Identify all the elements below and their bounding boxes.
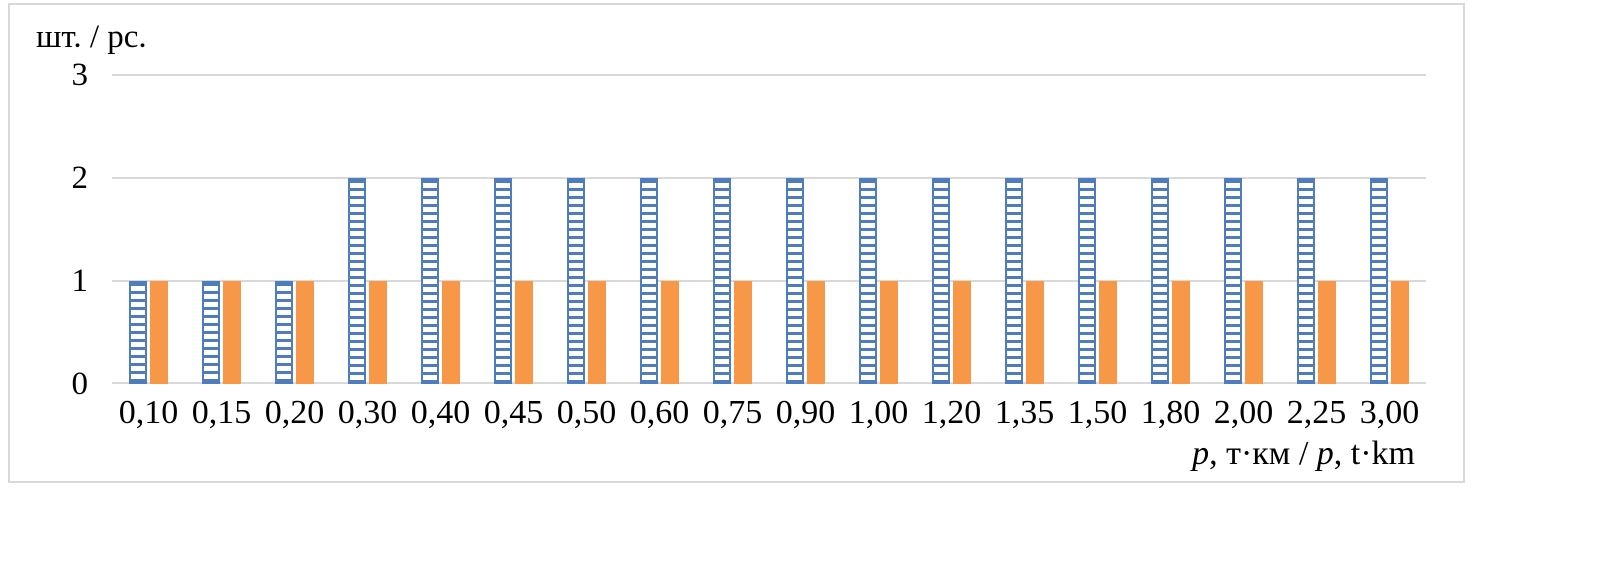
y-tick-label: 2	[71, 160, 89, 196]
x-tick-label: 0,75	[702, 394, 763, 431]
bar-group	[1207, 75, 1280, 384]
bar-striped-blue	[859, 178, 877, 384]
bar-group	[477, 75, 550, 384]
bar-group	[915, 75, 988, 384]
x-axis-title-segment: p	[1316, 435, 1334, 472]
bar-striped-blue	[1005, 178, 1023, 384]
bar-striped-blue	[1224, 178, 1242, 384]
x-tick-label: 0,50	[556, 394, 617, 431]
bar-solid-orange	[1245, 281, 1263, 384]
bar-striped-blue	[713, 178, 731, 384]
x-tick-label: 1,00	[848, 394, 909, 431]
x-tick-label: 0,20	[264, 394, 325, 431]
y-axis-ticks: 0 1 2 3	[10, 5, 89, 481]
y-tick-label: 3	[71, 57, 89, 93]
bar-group	[1280, 75, 1353, 384]
bar-striped-blue	[567, 178, 585, 384]
y-tick-label: 1	[71, 263, 89, 299]
x-axis-title-segment: , t·km	[1333, 435, 1415, 472]
y-tick-label: 0	[71, 366, 89, 402]
bar-group	[1134, 75, 1207, 384]
gridline	[112, 280, 1426, 282]
bar-striped-blue	[202, 281, 220, 384]
bar-striped-blue	[348, 178, 366, 384]
bar-group	[1353, 75, 1426, 384]
bar-solid-orange	[953, 281, 971, 384]
bar-group	[258, 75, 331, 384]
bar-group	[185, 75, 258, 384]
bar-striped-blue	[932, 178, 950, 384]
bar-group	[842, 75, 915, 384]
y-axis-title: шт. / pc.	[36, 19, 147, 55]
x-tick-label: 3,00	[1359, 394, 1420, 431]
x-tick-label: 0,45	[483, 394, 544, 431]
x-tick-label: 0,10	[118, 394, 179, 431]
bar-solid-orange	[807, 281, 825, 384]
bar-striped-blue	[421, 178, 439, 384]
x-axis-title-segment: , т·км /	[1209, 435, 1317, 472]
x-tick-label: 1,20	[921, 394, 982, 431]
bar-group	[1061, 75, 1134, 384]
bar-solid-orange	[442, 281, 460, 384]
bar-group	[331, 75, 404, 384]
bar-striped-blue	[1078, 178, 1096, 384]
bar-striped-blue	[786, 178, 804, 384]
gridline	[112, 74, 1426, 76]
bar-striped-blue	[1151, 178, 1169, 384]
x-tick-label: 2,00	[1213, 394, 1274, 431]
x-axis-ticks: 0,10 0,15 0,20 0,30 0,40 0,45 0,50 0,60 0,75 0,90…	[112, 392, 1426, 434]
bar-group	[623, 75, 696, 384]
bar-solid-orange	[223, 281, 241, 384]
bar-striped-blue	[640, 178, 658, 384]
bar-striped-blue	[1297, 178, 1315, 384]
gridline	[112, 382, 1426, 384]
bar-solid-orange	[1099, 281, 1117, 384]
bar-solid-orange	[150, 281, 168, 384]
bar-striped-blue	[129, 281, 147, 384]
bar-striped-blue	[1370, 178, 1388, 384]
bar-group	[550, 75, 623, 384]
gridline	[112, 177, 1426, 179]
bar-striped-blue	[494, 178, 512, 384]
bar-group	[404, 75, 477, 384]
x-tick-label: 0,90	[775, 394, 836, 431]
bar-solid-orange	[515, 281, 533, 384]
x-tick-label: 1,50	[1067, 394, 1128, 431]
bar-solid-orange	[880, 281, 898, 384]
bar-solid-orange	[296, 281, 314, 384]
x-axis-title: p, т·км / p, t·km	[1192, 435, 1415, 473]
bar-group	[696, 75, 769, 384]
plot-area	[112, 74, 1426, 384]
x-tick-label: 0,30	[337, 394, 398, 431]
bar-group	[769, 75, 842, 384]
bar-solid-orange	[1391, 281, 1409, 384]
x-tick-label: 1,35	[994, 394, 1055, 431]
bar-group	[988, 75, 1061, 384]
bar-solid-orange	[734, 281, 752, 384]
bar-solid-orange	[661, 281, 679, 384]
bar-striped-blue	[275, 281, 293, 384]
bar-group	[112, 75, 185, 384]
bar-solid-orange	[1026, 281, 1044, 384]
x-tick-label: 2,25	[1286, 394, 1347, 431]
x-axis-title-segment: p	[1192, 435, 1210, 472]
x-tick-label: 1,80	[1140, 394, 1201, 431]
x-tick-label: 0,60	[629, 394, 690, 431]
bar-groups	[112, 75, 1426, 384]
bar-solid-orange	[588, 281, 606, 384]
x-tick-label: 0,40	[410, 394, 471, 431]
bar-solid-orange	[369, 281, 387, 384]
bar-solid-orange	[1172, 281, 1190, 384]
x-tick-label: 0,15	[191, 394, 252, 431]
bar-solid-orange	[1318, 281, 1336, 384]
